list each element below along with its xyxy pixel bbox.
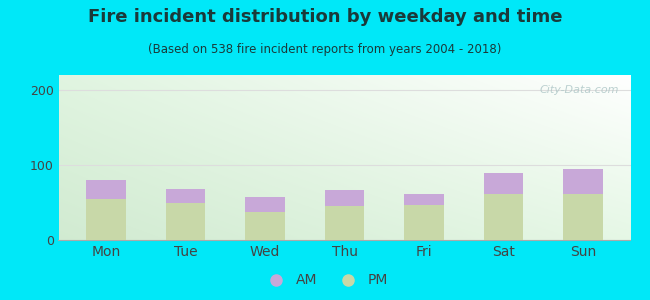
Legend: AM, PM: AM, PM: [257, 268, 393, 293]
Bar: [563, 169, 603, 194]
Text: Fire incident distribution by weekday and time: Fire incident distribution by weekday an…: [88, 8, 562, 26]
Bar: [484, 194, 523, 240]
Bar: [324, 190, 365, 206]
Bar: [484, 173, 523, 194]
Bar: [166, 202, 205, 240]
Bar: [245, 212, 285, 240]
Bar: [404, 205, 444, 240]
Bar: [86, 199, 126, 240]
Text: City-Data.com: City-Data.com: [540, 85, 619, 95]
Bar: [245, 196, 285, 211]
Bar: [563, 194, 603, 240]
Bar: [404, 194, 444, 205]
Bar: [324, 206, 365, 240]
Bar: [86, 180, 126, 199]
Text: (Based on 538 fire incident reports from years 2004 - 2018): (Based on 538 fire incident reports from…: [148, 44, 502, 56]
Bar: [166, 189, 205, 202]
